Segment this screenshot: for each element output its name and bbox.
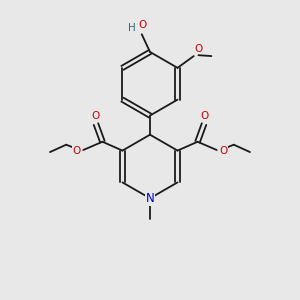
Text: O: O	[91, 111, 100, 121]
Text: O: O	[220, 146, 228, 156]
Text: O: O	[200, 111, 209, 121]
Text: H: H	[128, 23, 135, 33]
Text: O: O	[72, 146, 80, 156]
Text: O: O	[195, 44, 203, 54]
Text: N: N	[146, 192, 154, 205]
Text: O: O	[139, 20, 147, 30]
